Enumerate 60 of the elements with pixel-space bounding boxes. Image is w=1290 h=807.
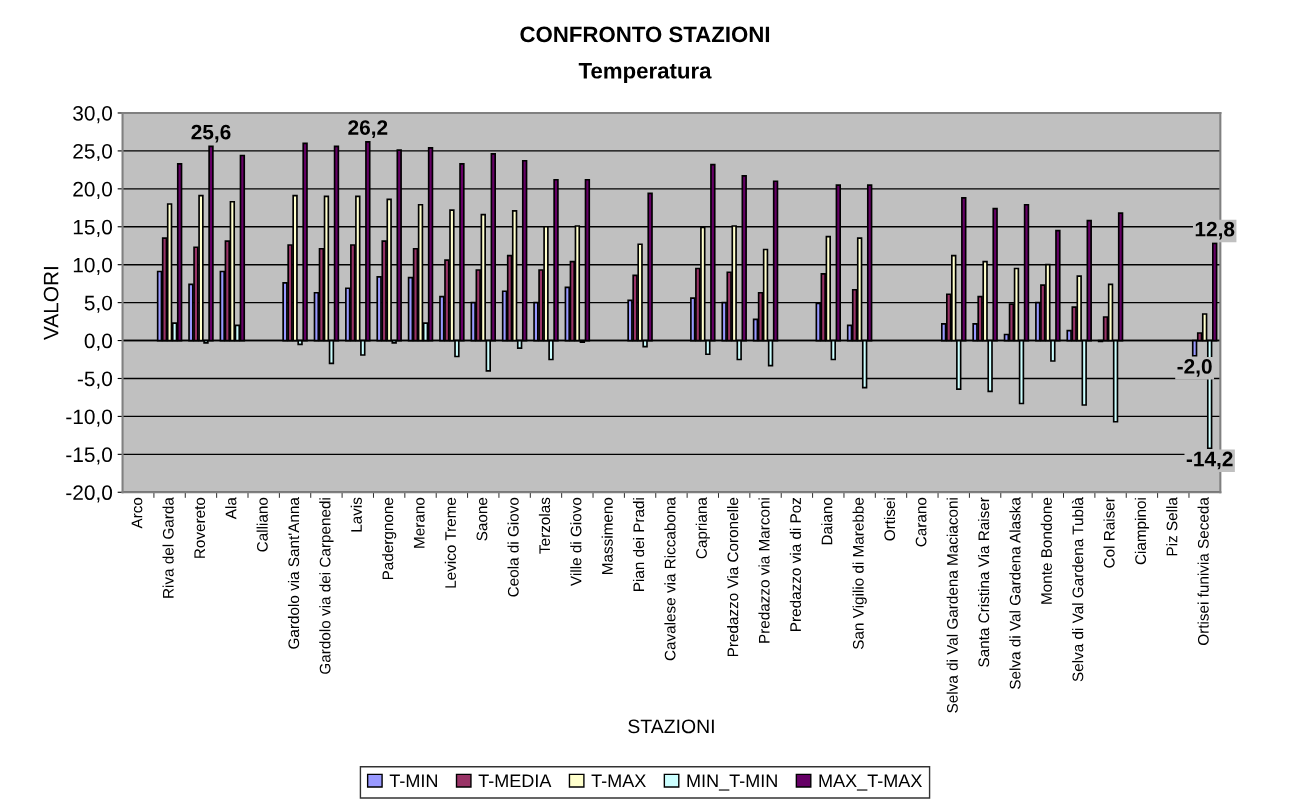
x-tick-label: Santa Cristina Via Raiser — [977, 497, 990, 667]
y-tick-label: 30,0 — [73, 105, 113, 124]
legend-label: T-MAX — [591, 774, 646, 787]
x-tick-label: Cavalese via Riccabona — [664, 497, 676, 661]
y-tick-label: 5,0 — [84, 295, 113, 313]
x-tick-label: Levico Treme — [444, 497, 456, 588]
x-tick-label: Ortisei funivia Seceda — [1197, 497, 1209, 646]
x-tick-label: Daiano — [821, 497, 833, 545]
x-axis-title: STAZIONI — [628, 719, 714, 734]
x-tick-label: Ortisei — [883, 498, 896, 541]
y-tick-label: -10,0 — [66, 409, 113, 427]
x-tick-label: Pian dei Pradi — [632, 498, 645, 591]
x-tick-label: Saone — [476, 497, 488, 541]
x-tick-label: Arco — [131, 497, 143, 529]
x-tick-label: Ala — [225, 497, 237, 520]
x-tick-label: Predazzo via Marconi — [758, 498, 770, 643]
legend-label: MAX_T-MAX — [819, 774, 922, 791]
x-tick-label: Selva di Val Gardena Tublà — [1071, 497, 1084, 682]
x-tick-label: Gardolo via dei Carpenedi — [319, 498, 334, 674]
y-tick-label: 15,0 — [73, 219, 113, 237]
y-axis-title: VALORI — [43, 267, 59, 340]
y-tick-label: -15,0 — [66, 447, 113, 465]
y-tick-label: 25,0 — [73, 143, 113, 162]
y-tick-label: -20,0 — [66, 485, 113, 503]
x-tick-label: Carano — [915, 497, 927, 547]
x-tick-label: Merano — [413, 497, 425, 548]
legend-label: MIN_T-MIN — [687, 774, 777, 791]
chart-subtitle: Temperatura — [578, 63, 712, 83]
x-tick-label: Riva del Garda — [162, 497, 174, 598]
chart-title: CONFRONTO STAZIONI — [520, 26, 770, 43]
y-tick-label: -5,0 — [77, 371, 113, 389]
y-tick-label: 10,0 — [73, 257, 113, 275]
data-label: 26,2 — [348, 120, 388, 138]
legend-label: T-MIN — [389, 774, 437, 787]
x-tick-label: Ceola di Giovo — [507, 497, 519, 597]
data-label: -2,0 — [1177, 359, 1212, 377]
x-tick-label: Selva di Val Gardena Alaska — [1009, 497, 1021, 689]
x-tick-label: Gardolo via Sant'Anna — [287, 497, 300, 649]
x-tick-label: Calliano — [256, 497, 268, 552]
x-tick-label: Ciampinoi — [1134, 498, 1150, 565]
legend-label: T-MEDIA — [478, 774, 552, 787]
x-tick-label: Padergnone — [382, 497, 397, 580]
data-label: 12,8 — [1195, 221, 1235, 240]
x-tick-label: Rovereto — [194, 497, 206, 558]
x-tick-label: Predazzo via di Poz — [789, 497, 802, 631]
x-tick-label: Predazzo Via Coronelle — [727, 497, 739, 657]
data-label: -14,2 — [1186, 451, 1233, 470]
x-tick-label: Terzolas — [538, 497, 551, 554]
x-tick-label: Monte Bondone — [1040, 497, 1052, 604]
x-tick-label: Capriana — [695, 497, 710, 559]
y-tick-label: 0,0 — [84, 333, 113, 351]
x-tick-label: Piz Sella — [1166, 497, 1178, 556]
x-tick-label: San Vigilio di Marebbe — [852, 497, 867, 650]
y-tick-label: 20,0 — [73, 181, 113, 200]
x-tick-label: Selva di Val Gardena Maciaconi — [946, 498, 958, 713]
x-tick-label: Massimeno — [601, 497, 613, 574]
x-tick-label: Col Raiser — [1103, 497, 1115, 568]
data-label: 25,6 — [191, 124, 231, 143]
x-tick-label: Lavis — [350, 497, 362, 532]
x-tick-label: Ville di Giovo — [570, 497, 582, 586]
